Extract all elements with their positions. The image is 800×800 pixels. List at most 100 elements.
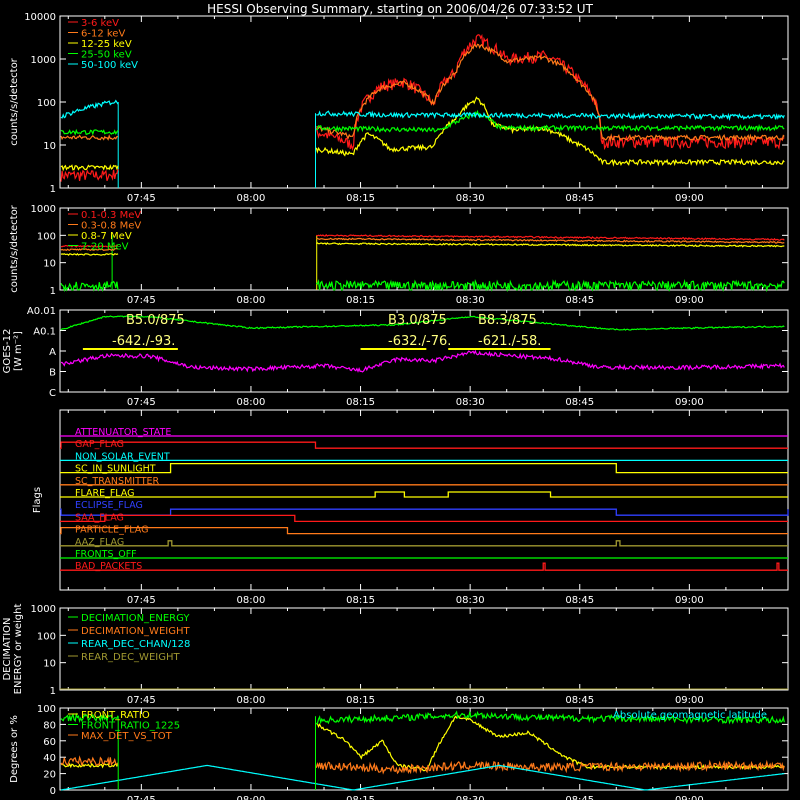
goes-annotation: B3.0/875: [388, 313, 447, 328]
legend-label: 50-100 keV: [81, 60, 138, 71]
y-tick-label: 1: [50, 686, 56, 697]
series-line: [60, 43, 785, 143]
chart-title: HESSI Observing Summary, starting on 200…: [207, 2, 593, 16]
goes-annotation: -621./-58.: [478, 334, 541, 349]
flag-line: [60, 526, 788, 535]
flag-label: SC_TRANSMITTER: [75, 476, 160, 487]
legend-label: DECIMATION_ENERGY: [81, 613, 190, 624]
time-tick-label: 08:00: [237, 193, 266, 204]
goes-annotation: -642./-93.: [112, 334, 175, 349]
flag-label: FRONTS_OFF: [75, 549, 137, 560]
y-tick-label: 100: [37, 98, 56, 109]
time-tick-label: 08:00: [237, 595, 266, 606]
y-tick-label: A0.1: [33, 327, 56, 338]
flag-label: FLARE_FLAG: [75, 488, 135, 499]
flag-label: SAA_FLAG: [75, 512, 124, 523]
legend-label: MAX_DET_VS_TOT: [81, 731, 173, 742]
y-tick-label: A: [49, 347, 56, 358]
series-line: [60, 755, 785, 775]
time-tick-label: 08:15: [346, 397, 375, 408]
time-tick-label: 08:00: [237, 397, 266, 408]
time-tick-label: 09:00: [675, 695, 704, 706]
y-tick-label: 1: [50, 184, 56, 195]
y-tick-label: 20: [43, 770, 56, 781]
legend-label: 6-12 keV: [81, 29, 125, 40]
legend-label: DECIMATION_WEIGHT: [81, 626, 190, 637]
series-line: [60, 764, 785, 791]
flag-line: [60, 508, 789, 516]
time-tick-label: 08:45: [565, 795, 594, 800]
series-line: [60, 96, 785, 172]
y-tick-label: 10: [43, 659, 56, 670]
time-tick-label: 08:45: [565, 595, 594, 606]
flag-label: AAZ_FLAG: [75, 537, 124, 548]
y-tick-label: 100: [37, 231, 56, 242]
time-tick-label: 08:15: [346, 295, 375, 306]
time-tick-label: 08:45: [565, 295, 594, 306]
panel-frame: [59, 207, 789, 291]
series-line: [60, 710, 785, 725]
y-tick-label: B: [49, 368, 56, 379]
legend-label: 0.8-7 MeV: [81, 231, 132, 242]
series-line: [61, 349, 785, 373]
series-line: [60, 315, 785, 331]
time-tick-label: 08:30: [456, 695, 485, 706]
flag-label: GAP_FLAG: [75, 439, 124, 450]
flag-line: [60, 441, 788, 449]
y-tick-label: 40: [43, 753, 56, 764]
time-tick-label: 08:00: [237, 295, 266, 306]
legend-label: 7-20 MeV: [81, 242, 129, 253]
series-line: [60, 99, 785, 122]
time-tick-label: 07:45: [127, 397, 156, 408]
y-tick-label: 1000: [31, 55, 56, 66]
time-tick-label: 09:00: [675, 595, 704, 606]
y-tick-label: 1000: [31, 604, 56, 615]
flag-label: BAD_PACKETS: [75, 561, 142, 572]
y-tick-label: 10000: [24, 12, 56, 23]
flag-line: [60, 540, 788, 547]
time-tick-label: 08:30: [456, 795, 485, 800]
time-tick-label: 08:30: [456, 193, 485, 204]
goes-annotation: B5.0/875: [126, 313, 185, 328]
y-axis-label: [W m⁻²]: [13, 331, 24, 371]
y-axis-label: counts/s/detector: [9, 204, 20, 292]
series-line: [60, 109, 785, 136]
time-tick-label: 08:30: [456, 295, 485, 306]
series-line: [60, 279, 785, 293]
time-tick-label: 08:45: [565, 193, 594, 204]
y-tick-label: 1: [50, 286, 56, 297]
legend-label: REAR_DEC_WEIGHT: [81, 652, 180, 663]
time-tick-label: 07:45: [127, 193, 156, 204]
y-tick-label: 1000: [31, 204, 56, 215]
flag-line: [60, 514, 788, 523]
goes-annotation: -632./-76.: [388, 334, 451, 349]
flag-label: SC_IN_SUNLIGHT: [75, 464, 156, 475]
time-tick-label: 08:15: [346, 595, 375, 606]
time-tick-label: 08:45: [565, 397, 594, 408]
y-tick-label: 10: [43, 259, 56, 270]
legend-label: FRONT_RATIO: [81, 710, 150, 721]
y-tick-label: 100: [37, 631, 56, 642]
y-axis-label: ENERGY or weight: [13, 604, 24, 695]
time-tick-label: 07:45: [127, 795, 156, 800]
y-tick-label: C: [49, 388, 56, 399]
y-axis-label: DECIMATION: [2, 617, 13, 680]
geomag-label: Absolute geomagnetic latitude: [613, 710, 767, 721]
y-tick-label: 10: [43, 141, 56, 152]
legend-label: 0.1-0.3 MeV: [81, 210, 141, 221]
time-tick-label: 08:15: [346, 193, 375, 204]
y-axis-label: GOES-12: [2, 329, 13, 374]
time-tick-label: 08:30: [456, 595, 485, 606]
series-line: [60, 33, 785, 182]
series-line: [60, 242, 785, 256]
y-tick-label: 100: [37, 704, 56, 715]
legend-label: REAR_DEC_CHAN/128: [81, 639, 190, 650]
flag-line: [60, 491, 788, 498]
flag-line: [60, 462, 788, 474]
y-tick-label: 0: [50, 786, 56, 797]
y-tick-label: 80: [43, 720, 56, 731]
time-tick-label: 09:00: [675, 397, 704, 408]
legend-label: 12-25 keV: [81, 39, 132, 50]
time-tick-label: 08:15: [346, 795, 375, 800]
